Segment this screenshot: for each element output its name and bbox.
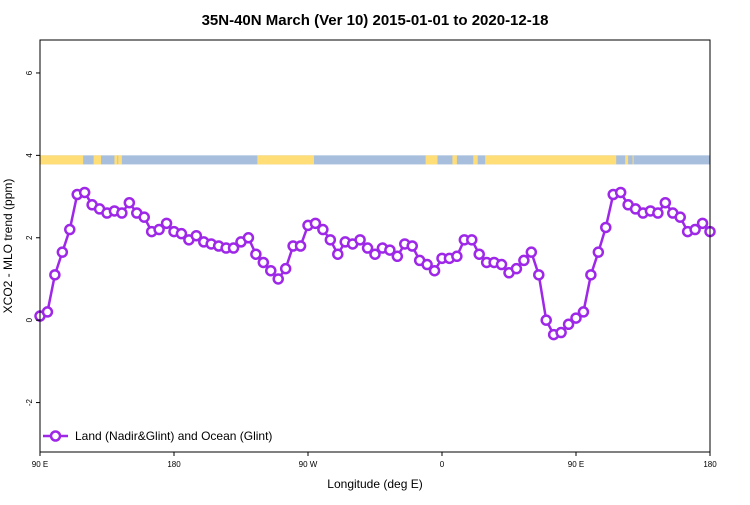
ocean-band: [40, 155, 710, 165]
data-point: [56, 246, 69, 258]
land-segment: [118, 155, 122, 165]
land-ocean-mask: [40, 155, 710, 165]
land-segment: [473, 155, 478, 165]
x-axis-label: Longitude (deg E): [327, 477, 422, 491]
data-point: [525, 246, 538, 258]
data-point: [309, 217, 322, 230]
data-point: [332, 248, 344, 260]
data-point: [153, 223, 165, 236]
land-segment: [93, 155, 102, 165]
data-point: [421, 258, 433, 271]
data-point: [49, 269, 61, 281]
data-point: [540, 314, 552, 326]
data-point: [123, 196, 136, 209]
land-segment: [257, 155, 314, 165]
data-point: [361, 242, 374, 254]
legend-label: Land (Nadir&Glint) and Ocean (Glint): [75, 429, 272, 443]
y-tick-label: 6: [25, 70, 34, 75]
y-tick-label: 4: [25, 153, 34, 158]
data-point: [674, 211, 686, 223]
data-point: [41, 306, 54, 318]
data-point: [317, 223, 329, 236]
data-point: [652, 207, 664, 219]
data-point: [451, 250, 463, 263]
land-segment: [452, 155, 457, 165]
land-segment: [425, 155, 438, 165]
data-point: [369, 248, 381, 260]
data-point: [473, 248, 485, 260]
series-layer: [34, 186, 716, 341]
y-axis-label: XCO2 - MLO trend (ppm): [1, 179, 15, 314]
data-point: [406, 240, 418, 252]
plot-frame: [39, 39, 711, 453]
x-tick-label: 90 W: [299, 460, 318, 469]
data-point: [384, 244, 396, 256]
data-point: [466, 234, 478, 246]
data-point: [391, 250, 404, 263]
land-segment: [485, 155, 617, 165]
y-tick-label: 0: [25, 317, 34, 322]
data-point: [659, 196, 672, 209]
data-point: [510, 262, 523, 275]
y-tick-label: 2: [25, 235, 34, 240]
x-tick-label: 90 E: [568, 460, 584, 469]
chart-title: 35N-40N March (Ver 10) 2015-01-01 to 202…: [202, 12, 549, 29]
data-point: [116, 207, 128, 219]
data-point: [518, 254, 530, 267]
data-point: [272, 273, 284, 285]
data-point: [562, 318, 575, 331]
x-tick-label: 180: [167, 460, 181, 469]
data-point: [689, 223, 701, 236]
legend-marker: [49, 430, 62, 442]
data-point: [64, 223, 76, 236]
data-point: [257, 256, 270, 269]
data-point: [294, 240, 307, 252]
data-point: [175, 227, 188, 240]
data-point: [592, 246, 605, 258]
data-point: [190, 229, 203, 242]
data-point: [354, 234, 366, 246]
axes-layer: 90 E 180 90 W 0 90 E 180 -2 0 2 4 6: [25, 39, 717, 469]
data-point: [570, 312, 582, 324]
data-point: [78, 186, 91, 199]
y-tick-label: -2: [25, 398, 34, 406]
data-point: [696, 217, 709, 230]
data-point: [614, 186, 627, 199]
data-point: [533, 269, 545, 281]
data-point: [428, 264, 441, 277]
data-point: [555, 326, 567, 339]
data-point: [160, 217, 173, 230]
data-point: [577, 306, 590, 318]
data-point: [138, 211, 150, 223]
land-segment: [40, 155, 84, 165]
data-point: [324, 234, 337, 246]
x-tick-label: 180: [703, 460, 717, 469]
data-point: [242, 232, 255, 244]
legend: Land (Nadir&Glint) and Ocean (Glint): [43, 429, 272, 443]
x-tick-label: 0: [440, 460, 445, 469]
x-tick-label: 90 E: [32, 460, 48, 469]
data-point: [600, 221, 612, 234]
data-point: [227, 242, 240, 254]
data-point: [265, 264, 277, 277]
data-point: [495, 258, 508, 271]
land-segment: [114, 155, 118, 165]
data-point: [585, 269, 597, 281]
land-segment: [625, 155, 629, 165]
land-segment: [632, 155, 634, 165]
data-point: [279, 262, 292, 275]
data-point: [250, 248, 262, 260]
